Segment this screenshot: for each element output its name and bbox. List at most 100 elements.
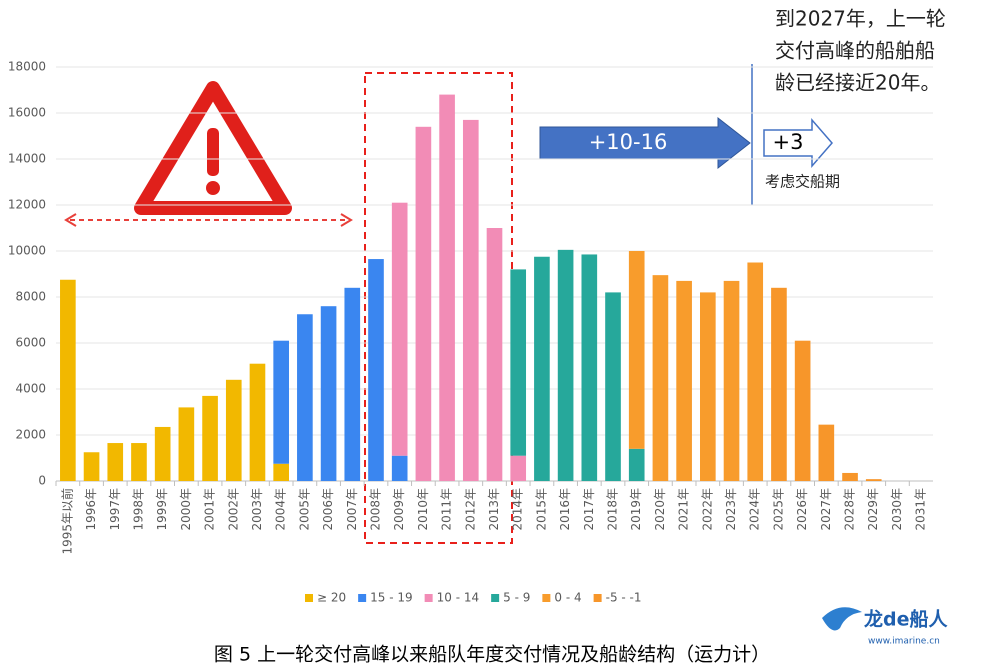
y-tick-label: 6000 — [15, 336, 46, 350]
x-tick-label: 2001年 — [203, 488, 217, 531]
x-tick-label: 2006年 — [321, 488, 335, 531]
legend-swatch — [593, 594, 602, 602]
x-tick-label: 2016年 — [558, 488, 572, 531]
bar — [605, 292, 621, 481]
logo-name: 龙de船人 — [864, 608, 948, 631]
bar — [818, 424, 835, 481]
arrow-outline — [763, 117, 833, 169]
x-tick-label: 1997年 — [108, 488, 122, 531]
x-tick-label: 2020年 — [653, 488, 667, 531]
warning-icon — [134, 81, 292, 215]
bar — [628, 251, 645, 449]
bar — [391, 202, 408, 456]
x-tick-label: 2010年 — [416, 488, 430, 531]
y-tick-label: 18000 — [8, 60, 46, 74]
x-tick-label: 1995年以前 — [59, 488, 74, 555]
legend-label: 5 - 9 — [503, 591, 530, 605]
x-tick-label: 2011年 — [440, 488, 454, 531]
x-tick-label: 2024年 — [748, 488, 762, 531]
legend-label: ≥ 20 — [317, 591, 346, 605]
bar — [462, 119, 479, 482]
bar — [83, 452, 100, 481]
x-tick-label: 2014年 — [511, 488, 525, 531]
bar — [865, 479, 882, 481]
bar — [178, 407, 195, 481]
bar — [723, 280, 740, 481]
x-tick-label: 2003年 — [250, 488, 264, 531]
arrow-label: +10-16 — [589, 130, 668, 154]
annotation: 到2027年，上一轮 — [775, 7, 946, 31]
arrow-label: +3 — [773, 130, 804, 154]
logo-url: www.imarine.cn — [868, 637, 940, 647]
y-tick-label: 0 — [38, 474, 46, 488]
y-tick-label: 16000 — [8, 106, 46, 120]
bar — [131, 443, 147, 481]
bar — [391, 455, 408, 481]
x-tick-label: 2030年 — [890, 488, 904, 531]
bar — [368, 259, 384, 481]
bar — [676, 280, 692, 481]
logo: 龙de船人 www.imarine.cn — [822, 607, 948, 647]
x-tick-label: 2028年 — [843, 488, 857, 531]
bar — [249, 363, 266, 481]
caption: 图 5 上一轮交付高峰以来船队年度交付情况及船龄结构（运力计） — [214, 644, 770, 666]
bar — [344, 287, 361, 481]
x-tick-label: 2007年 — [345, 488, 359, 531]
x-tick-label: 2017年 — [582, 488, 596, 531]
y-tick-label: 12000 — [8, 198, 46, 212]
x-tick-label: 1996年 — [84, 488, 98, 531]
y-tick-label: 14000 — [8, 152, 46, 166]
bar — [747, 262, 764, 481]
x-tick-label: 2023年 — [724, 488, 738, 531]
bar — [557, 249, 574, 481]
bar — [273, 340, 289, 464]
x-tick-label: 2015年 — [534, 488, 548, 531]
x-tick-label: 2012年 — [463, 488, 477, 531]
x-tick-label: 2000年 — [179, 488, 193, 531]
legend-swatch — [424, 594, 433, 602]
y-tick-label: 10000 — [8, 244, 46, 258]
bar — [60, 279, 76, 481]
bar — [700, 292, 716, 481]
legend-swatch — [305, 594, 313, 602]
x-tick-label: 2025年 — [771, 488, 785, 531]
x-tick-label: 2022年 — [700, 488, 714, 531]
legend-swatch — [358, 594, 367, 602]
bar — [842, 472, 858, 481]
bar — [415, 126, 432, 482]
x-tick-label: 2008年 — [368, 488, 382, 531]
x-tick-label: 2005年 — [297, 488, 311, 531]
highlight-box — [364, 72, 513, 544]
annotation: 考虑交船期 — [765, 173, 840, 191]
legend-swatch — [491, 594, 500, 602]
x-tick-label: 2019年 — [629, 488, 643, 531]
x-tick-label: 2021年 — [677, 488, 691, 531]
legend-label: 10 - 14 — [437, 591, 480, 605]
annotation: 龄已经接近20年。 — [775, 71, 940, 95]
x-tick-label: 2002年 — [226, 488, 240, 531]
legend-swatch — [542, 594, 551, 602]
y-tick-label: 8000 — [15, 290, 46, 304]
bar — [439, 94, 455, 481]
bar — [628, 448, 645, 481]
x-tick-label: 2013年 — [487, 488, 501, 531]
bar — [652, 275, 669, 481]
x-tick-label: 2009年 — [392, 488, 406, 531]
legend-label: -5 - -1 — [606, 591, 642, 605]
bar — [486, 228, 503, 481]
x-tick-label: 2027年 — [819, 488, 833, 531]
x-tick-label: 2031年 — [914, 488, 928, 531]
bar — [771, 287, 787, 481]
bar — [510, 455, 527, 481]
range-arrow — [64, 213, 353, 227]
x-tick-label: 1998年 — [131, 488, 145, 531]
bar — [297, 314, 313, 481]
x-tick-label: 2029年 — [866, 488, 880, 531]
legend-label: 15 - 19 — [370, 591, 413, 605]
x-tick-label: 2026年 — [795, 488, 809, 531]
legend-label: 0 - 4 — [554, 591, 581, 605]
bar — [320, 306, 337, 481]
bar — [225, 379, 242, 481]
bar — [273, 463, 289, 481]
